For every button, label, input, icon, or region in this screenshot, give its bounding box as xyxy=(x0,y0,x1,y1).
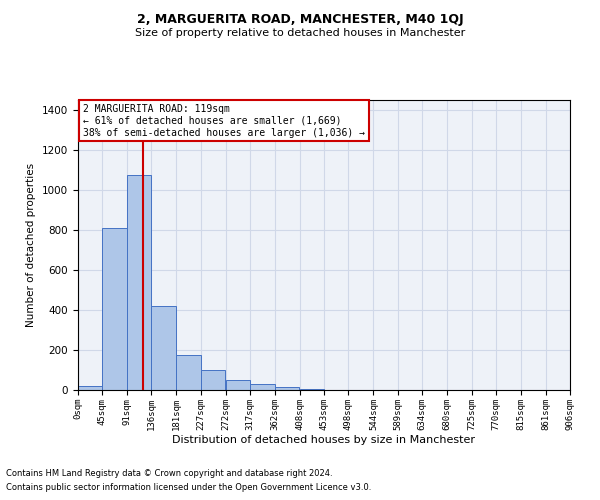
Text: 2, MARGUERITA ROAD, MANCHESTER, M40 1QJ: 2, MARGUERITA ROAD, MANCHESTER, M40 1QJ xyxy=(137,12,463,26)
Text: Contains HM Land Registry data © Crown copyright and database right 2024.: Contains HM Land Registry data © Crown c… xyxy=(6,468,332,477)
Bar xyxy=(226,380,250,390)
Bar xyxy=(201,370,225,390)
Bar xyxy=(127,175,151,390)
Y-axis label: Number of detached properties: Number of detached properties xyxy=(26,163,37,327)
Bar xyxy=(78,386,103,390)
Bar xyxy=(275,386,299,390)
Bar xyxy=(299,389,324,390)
Text: Contains public sector information licensed under the Open Government Licence v3: Contains public sector information licen… xyxy=(6,484,371,492)
Text: Size of property relative to detached houses in Manchester: Size of property relative to detached ho… xyxy=(135,28,465,38)
Bar xyxy=(103,228,127,390)
Bar xyxy=(250,384,275,390)
Text: 2 MARGUERITA ROAD: 119sqm
← 61% of detached houses are smaller (1,669)
38% of se: 2 MARGUERITA ROAD: 119sqm ← 61% of detac… xyxy=(83,104,365,138)
Bar xyxy=(151,306,176,390)
X-axis label: Distribution of detached houses by size in Manchester: Distribution of detached houses by size … xyxy=(173,436,476,446)
Bar xyxy=(176,355,201,390)
